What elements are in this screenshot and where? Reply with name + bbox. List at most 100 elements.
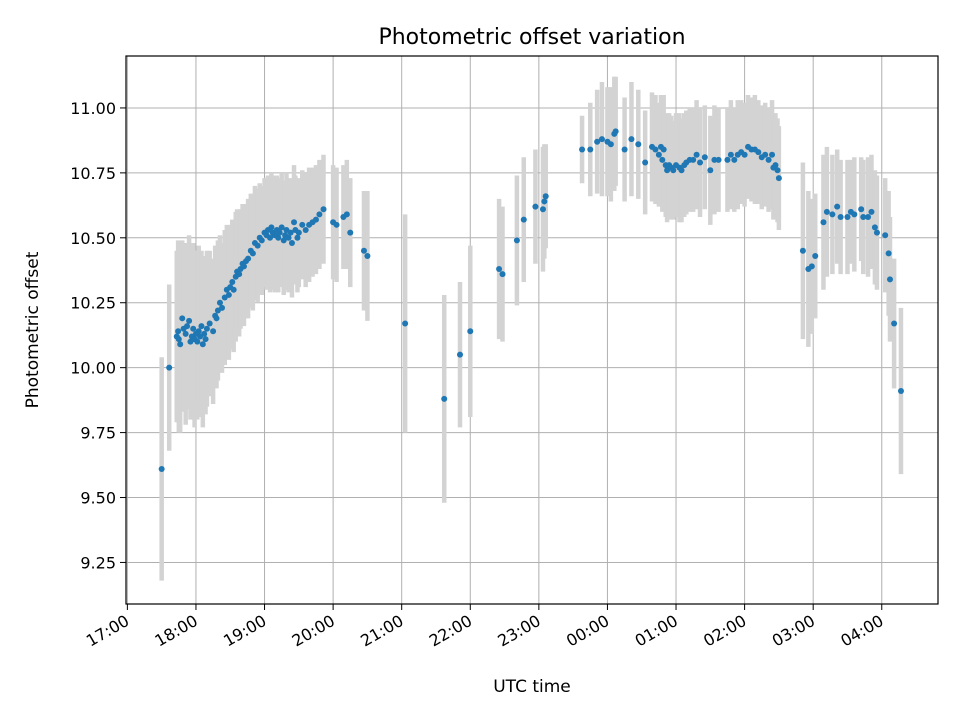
data-point [199, 341, 206, 348]
data-point [288, 239, 295, 246]
data-point [765, 156, 772, 163]
data-point [287, 229, 294, 236]
data-point [772, 162, 779, 169]
data-point [203, 325, 210, 332]
data-point [294, 234, 301, 241]
x-tick-label: 02:00 [700, 611, 749, 651]
data-point [158, 465, 165, 472]
data-point [249, 250, 256, 257]
data-point [598, 136, 605, 143]
data-point [621, 146, 628, 153]
x-axis-label: UTC time [493, 677, 571, 697]
data-point [496, 265, 503, 272]
data-point [808, 263, 815, 270]
data-point [194, 338, 201, 345]
data-point [402, 320, 409, 327]
data-point [182, 330, 189, 337]
data-point [727, 151, 734, 158]
y-axis-ticks: 9.25 9.50 9.75 10.00 10.25 10.50 10.75 11.00 [70, 99, 126, 572]
data-point [202, 336, 209, 343]
data-point [532, 203, 539, 210]
data-point [642, 159, 649, 166]
x-tick-label: 22:00 [426, 611, 475, 651]
data-point [268, 224, 275, 231]
data-point [499, 271, 506, 278]
data-point [587, 146, 594, 153]
data-point [240, 263, 247, 270]
data-point [225, 291, 232, 298]
data-points [158, 128, 904, 472]
data-point [635, 141, 642, 148]
x-axis-ticks: 17:00 18:00 19:00 20:00 21:00 22:00 23:00 00:00… [83, 604, 887, 651]
data-point [678, 167, 685, 174]
data-point [333, 221, 340, 228]
data-point [659, 156, 666, 163]
data-point [245, 255, 252, 262]
data-point [179, 315, 186, 322]
data-point [799, 247, 806, 254]
data-point [868, 208, 875, 215]
data-point [198, 323, 205, 330]
y-tick-label: 9.75 [80, 424, 116, 443]
data-point [871, 224, 878, 231]
data-point [295, 229, 302, 236]
data-point [873, 229, 880, 236]
data-point [542, 193, 549, 200]
data-point [715, 156, 722, 163]
x-tick-label: 04:00 [837, 611, 886, 651]
data-point [276, 229, 283, 236]
data-point [860, 214, 867, 221]
gridlines [126, 56, 938, 604]
x-tick-label: 17:00 [83, 611, 132, 651]
data-point [885, 250, 892, 257]
data-point [229, 278, 236, 285]
data-point [236, 271, 243, 278]
data-point [320, 206, 327, 213]
data-point [670, 167, 677, 174]
data-point [312, 216, 319, 223]
data-point [230, 286, 237, 293]
data-point [206, 320, 213, 327]
data-point [219, 304, 226, 311]
data-point [213, 315, 220, 322]
data-point [177, 341, 184, 348]
y-tick-label: 11.00 [70, 99, 116, 118]
data-point [291, 219, 298, 226]
data-point [285, 234, 292, 241]
data-point [467, 328, 474, 335]
data-point [302, 227, 309, 234]
data-point [731, 156, 738, 163]
y-tick-label: 9.25 [80, 553, 116, 572]
data-point [693, 151, 700, 158]
data-point [741, 151, 748, 158]
data-point [612, 128, 619, 135]
data-point [360, 247, 367, 254]
data-point [690, 156, 697, 163]
data-point [628, 136, 635, 143]
data-point [210, 328, 217, 335]
data-point [707, 167, 714, 174]
chart-title: Photometric offset variation [378, 25, 685, 50]
x-tick-label: 20:00 [289, 611, 338, 651]
x-tick-label: 18:00 [152, 611, 201, 651]
data-point [844, 214, 851, 221]
data-point [364, 252, 371, 259]
data-point [513, 237, 520, 244]
y-tick-label: 9.50 [80, 489, 116, 508]
data-point [812, 252, 819, 259]
data-point [834, 203, 841, 210]
data-point [701, 154, 708, 161]
data-point [607, 141, 614, 148]
data-point [865, 214, 872, 221]
x-tick-label: 19:00 [220, 611, 269, 651]
y-tick-label: 10.25 [70, 294, 116, 313]
data-point [724, 156, 731, 163]
data-point [278, 224, 285, 231]
x-tick-label: 23:00 [494, 611, 543, 651]
data-point [267, 234, 274, 241]
data-point [347, 229, 354, 236]
data-point [520, 216, 527, 223]
data-point [652, 146, 659, 153]
x-tick-label: 21:00 [357, 611, 406, 651]
data-point [254, 242, 261, 249]
